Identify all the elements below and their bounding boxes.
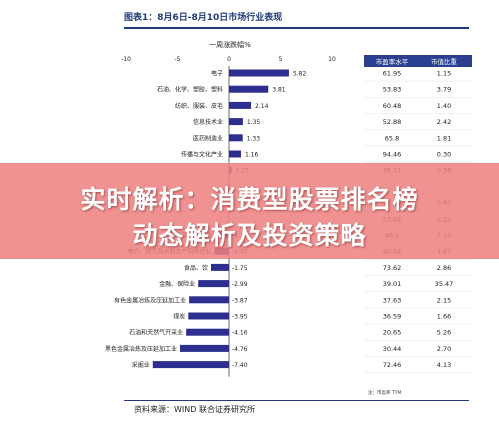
table-cell: 65.8 bbox=[385, 134, 399, 142]
bar bbox=[198, 280, 229, 288]
category-label: 煤炭 bbox=[173, 313, 185, 321]
table-cell: 1.66 bbox=[437, 313, 451, 321]
bar bbox=[186, 328, 229, 336]
category-label: 黑色金属冶炼及压延加工业 bbox=[105, 345, 177, 353]
bar bbox=[229, 150, 241, 158]
table-header-bg bbox=[364, 55, 472, 67]
table-cell: 36.59 bbox=[383, 313, 402, 321]
bar bbox=[210, 263, 229, 271]
bar bbox=[152, 361, 229, 369]
table-cell: 60.48 bbox=[383, 102, 402, 110]
table-cell: 0.30 bbox=[437, 151, 451, 159]
table-cell: 52.88 bbox=[383, 118, 402, 126]
x-tick-label: 10 bbox=[328, 56, 336, 63]
x-tick-label: -10 bbox=[121, 56, 131, 63]
x-tick-label: 0 bbox=[227, 56, 231, 63]
table-cell: 37.63 bbox=[383, 296, 402, 304]
table-cell: 1.81 bbox=[437, 134, 451, 142]
table-cell: 2.86 bbox=[437, 264, 451, 272]
table-header: 市盈率水平 bbox=[376, 57, 409, 66]
table-cell: 73.62 bbox=[383, 264, 402, 272]
category-label: 石油和天然气开采业 bbox=[129, 329, 183, 337]
bar bbox=[229, 85, 269, 93]
table-cell: 2.70 bbox=[437, 345, 451, 353]
data-label: -1.75 bbox=[232, 265, 248, 272]
bar bbox=[229, 118, 243, 126]
category-label: 电子 bbox=[211, 70, 223, 78]
source-divider bbox=[124, 400, 469, 401]
table-cell: 39.01 bbox=[383, 280, 402, 288]
table-cell: 1.40 bbox=[437, 102, 451, 110]
data-label: 1.35 bbox=[247, 119, 261, 126]
figure-title: 图表1：8月6日-8月10日市场行业表现 bbox=[124, 13, 283, 23]
data-label: 5.82 bbox=[293, 71, 307, 78]
data-label: -2.99 bbox=[232, 281, 248, 288]
table-cell: 30.44 bbox=[383, 345, 402, 353]
table-footnote: 注：市盈率 TTM bbox=[368, 389, 401, 396]
table-cell: 3.79 bbox=[437, 86, 451, 94]
bar bbox=[229, 69, 289, 77]
source-note: 资料来源：WIND 联合证券研究所 bbox=[134, 405, 255, 414]
data-label: -7.40 bbox=[232, 362, 248, 369]
table-header: 市值比重 bbox=[431, 57, 458, 66]
table-cell: 4.13 bbox=[437, 361, 451, 369]
table-cell: 35.47 bbox=[435, 280, 454, 288]
data-label: -3.95 bbox=[232, 314, 248, 321]
bar bbox=[189, 296, 229, 304]
table-cell: 2.42 bbox=[437, 118, 451, 126]
category-label: 采掘业 bbox=[132, 361, 150, 369]
data-label: -4.76 bbox=[232, 346, 248, 353]
table-cell: 94.46 bbox=[383, 151, 402, 159]
category-label: 石油、化学、塑胶、塑料 bbox=[157, 86, 223, 94]
category-label: 金融、保险业 bbox=[159, 280, 195, 288]
data-label: -3.87 bbox=[232, 297, 248, 304]
figure-title-bar: 图表1：8月6日-8月10日市场行业表现 bbox=[124, 9, 469, 29]
x-tick-label: -5 bbox=[175, 56, 181, 63]
bar bbox=[179, 344, 229, 352]
category-label: 食品、饮 bbox=[184, 264, 208, 272]
banner-headline: 实时解析：消费型股票排名榜 bbox=[80, 185, 419, 214]
table-cell: 61.95 bbox=[383, 70, 402, 78]
bar bbox=[229, 101, 252, 109]
table-cell: 53.83 bbox=[383, 86, 402, 94]
banner-subheadline: 动态解析及投资策略 bbox=[132, 221, 367, 250]
table-cell: 20.65 bbox=[383, 329, 402, 337]
chart-title: 一周涨跌幅% bbox=[209, 40, 251, 49]
banner-overlay bbox=[0, 163, 499, 259]
table-cell: 1.15 bbox=[437, 70, 451, 78]
category-label: 医药制造业 bbox=[193, 134, 223, 142]
category-label: 传播与文化产业 bbox=[181, 151, 223, 159]
table-cell: 5.26 bbox=[437, 329, 451, 337]
table-cell: 2.15 bbox=[437, 296, 451, 304]
data-label: 1.16 bbox=[245, 152, 259, 159]
table-cell: 72.46 bbox=[383, 361, 402, 369]
data-label: 1.33 bbox=[247, 135, 261, 142]
bar bbox=[188, 312, 229, 320]
data-label: -4.16 bbox=[232, 330, 248, 337]
x-tick-label: 5 bbox=[279, 56, 283, 63]
data-label: 2.14 bbox=[255, 103, 269, 110]
category-label: 有色金属冶炼及压延加工业 bbox=[114, 296, 186, 304]
category-label: 信息技术业 bbox=[193, 118, 223, 126]
category-label: 纺织、服装、皮毛 bbox=[175, 102, 223, 110]
data-label: 3.81 bbox=[272, 87, 286, 94]
bar bbox=[229, 134, 243, 142]
